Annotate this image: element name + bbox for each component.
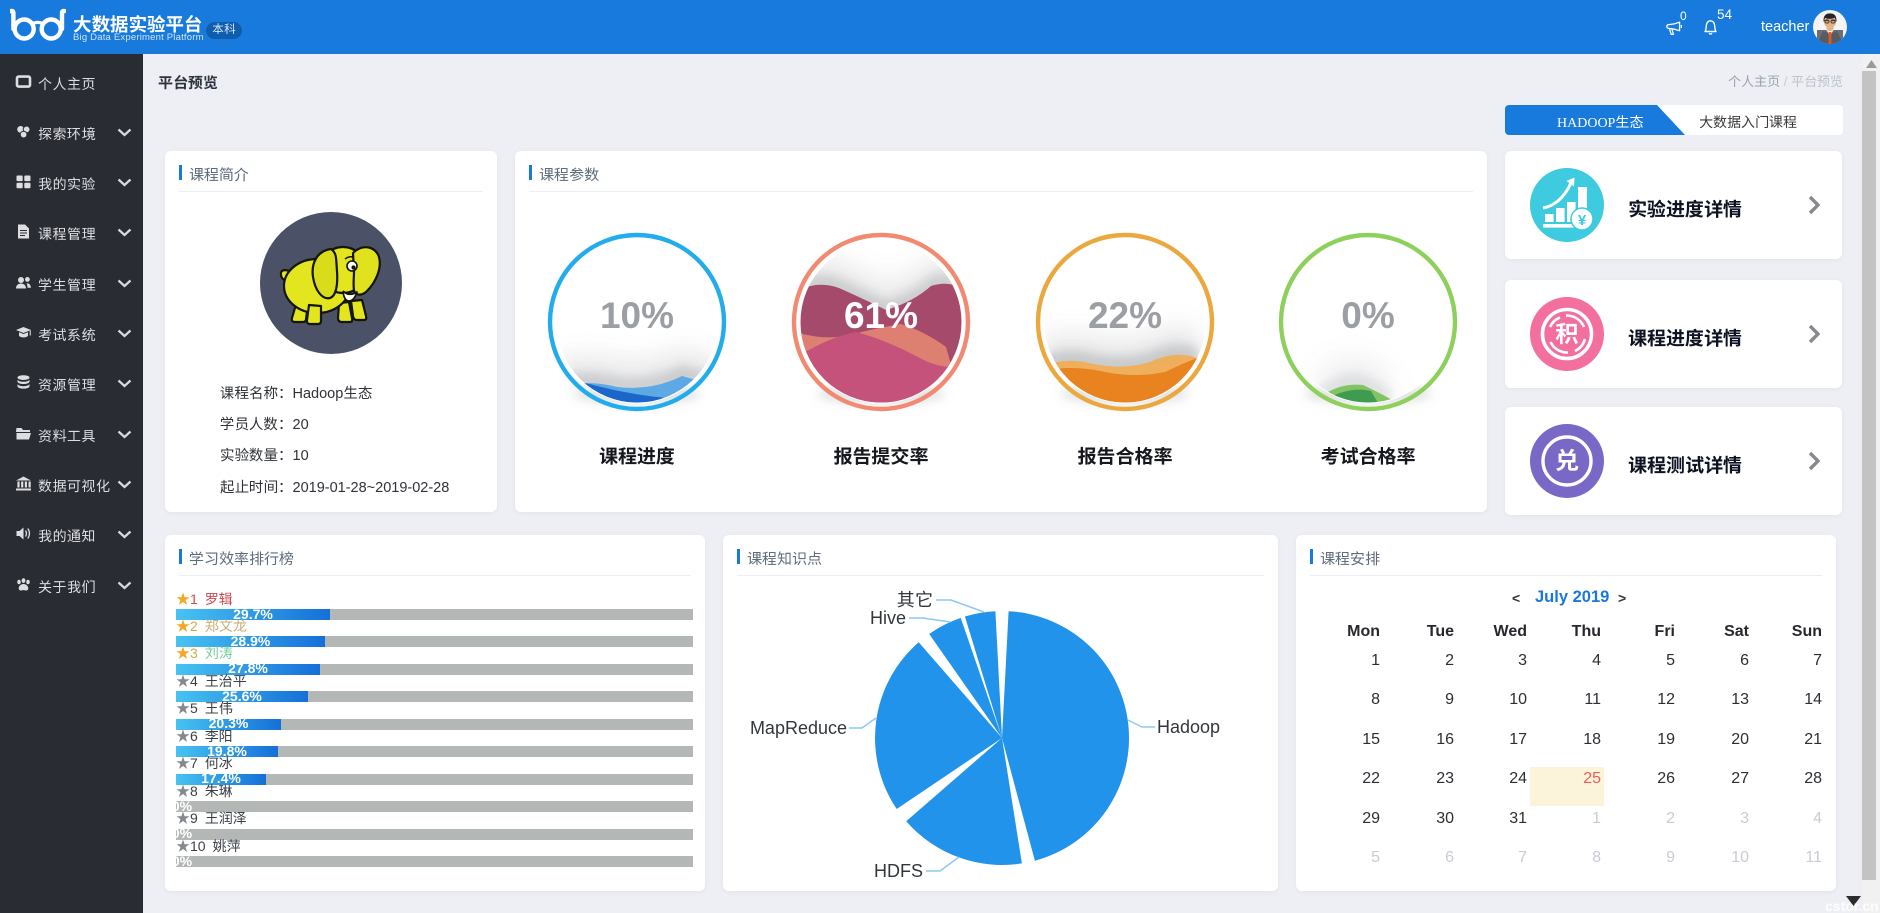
svg-text:Hive: Hive (870, 608, 906, 628)
svg-text:兑: 兑 (1555, 441, 1579, 476)
svg-text:Hadoop: Hadoop (1157, 717, 1220, 737)
svg-text:HDFS: HDFS (874, 861, 923, 881)
svg-text:积: 积 (1556, 315, 1579, 349)
svg-text:¥: ¥ (1578, 212, 1587, 229)
svg-text:22%: 22% (1088, 295, 1162, 336)
svg-text:其它: 其它 (897, 590, 933, 610)
svg-text:0%: 0% (1341, 295, 1394, 336)
svg-text:10%: 10% (600, 295, 674, 336)
svg-text:MapReduce: MapReduce (750, 718, 847, 738)
svg-text:61%: 61% (844, 295, 918, 336)
